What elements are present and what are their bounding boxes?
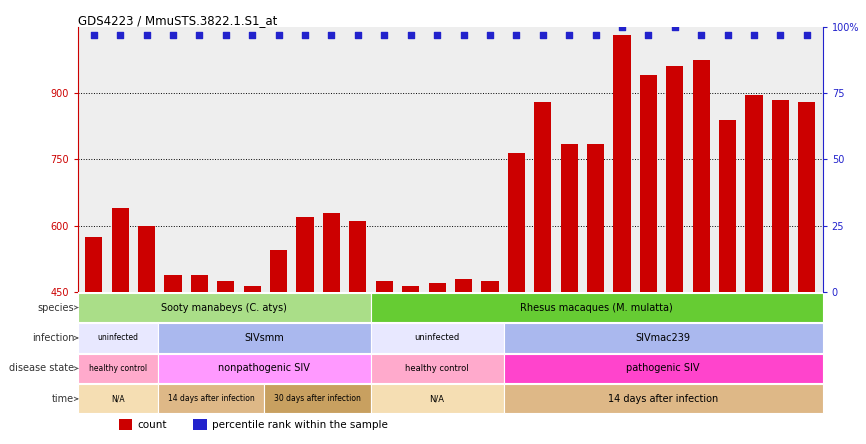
- Text: 14 days after infection: 14 days after infection: [608, 394, 718, 404]
- Point: [509, 31, 523, 38]
- Bar: [78, 323, 158, 353]
- Bar: [560, 144, 578, 292]
- Bar: [798, 102, 816, 292]
- Point: [589, 31, 603, 38]
- Text: N/A: N/A: [430, 394, 444, 403]
- Point: [668, 23, 682, 30]
- Bar: [296, 217, 313, 292]
- Bar: [666, 67, 683, 292]
- Text: healthy control: healthy control: [89, 364, 147, 373]
- Point: [113, 31, 127, 38]
- Point: [747, 31, 761, 38]
- Text: SIVmac239: SIVmac239: [636, 333, 690, 343]
- Bar: [429, 283, 446, 292]
- Point: [192, 31, 206, 38]
- Bar: [165, 274, 182, 292]
- Bar: [503, 323, 823, 353]
- Bar: [138, 226, 155, 292]
- Bar: [503, 384, 823, 413]
- Bar: [243, 285, 261, 292]
- Point: [721, 31, 734, 38]
- Point: [325, 31, 339, 38]
- Bar: [371, 323, 503, 353]
- Bar: [158, 384, 264, 413]
- Bar: [349, 222, 366, 292]
- Text: GDS4223 / MmuSTS.3822.1.S1_at: GDS4223 / MmuSTS.3822.1.S1_at: [78, 14, 277, 27]
- Text: N/A: N/A: [111, 394, 125, 403]
- Bar: [78, 293, 371, 322]
- Text: SIVsmm: SIVsmm: [244, 333, 284, 343]
- Point: [483, 31, 497, 38]
- Bar: [772, 100, 789, 292]
- Text: pathogenic SIV: pathogenic SIV: [626, 364, 700, 373]
- Bar: [746, 95, 763, 292]
- Point: [695, 31, 708, 38]
- Bar: [158, 354, 371, 383]
- Point: [219, 31, 233, 38]
- Text: Rhesus macaques (M. mulatta): Rhesus macaques (M. mulatta): [520, 302, 673, 313]
- Bar: [78, 384, 158, 413]
- Text: 14 days after infection: 14 days after infection: [167, 394, 255, 403]
- Text: percentile rank within the sample: percentile rank within the sample: [212, 420, 388, 430]
- Bar: [371, 354, 503, 383]
- Point: [430, 31, 444, 38]
- Bar: [507, 153, 525, 292]
- Text: 30 days after infection: 30 days after infection: [274, 394, 361, 403]
- Bar: [613, 36, 630, 292]
- Point: [245, 31, 259, 38]
- Point: [378, 31, 391, 38]
- Point: [404, 31, 417, 38]
- Point: [536, 31, 550, 38]
- Bar: [376, 281, 393, 292]
- Text: time: time: [52, 394, 74, 404]
- Bar: [371, 384, 503, 413]
- Text: uninfected: uninfected: [415, 333, 460, 342]
- Bar: [693, 60, 710, 292]
- Bar: [402, 285, 419, 292]
- Text: species: species: [37, 302, 74, 313]
- Point: [272, 31, 286, 38]
- Bar: [270, 250, 288, 292]
- Bar: [587, 144, 604, 292]
- Point: [562, 31, 576, 38]
- Point: [87, 31, 100, 38]
- Point: [642, 31, 656, 38]
- Bar: [455, 279, 472, 292]
- Bar: [85, 237, 102, 292]
- Bar: [193, 419, 207, 430]
- Bar: [534, 102, 552, 292]
- Point: [615, 23, 629, 30]
- Bar: [264, 384, 371, 413]
- Text: Sooty manabeys (C. atys): Sooty manabeys (C. atys): [161, 302, 288, 313]
- Text: healthy control: healthy control: [405, 364, 469, 373]
- Bar: [217, 281, 235, 292]
- Bar: [119, 419, 132, 430]
- Point: [298, 31, 312, 38]
- Bar: [481, 281, 499, 292]
- Point: [800, 31, 814, 38]
- Bar: [112, 208, 129, 292]
- Point: [773, 31, 787, 38]
- Bar: [503, 354, 823, 383]
- Bar: [78, 354, 158, 383]
- Point: [456, 31, 470, 38]
- Text: uninfected: uninfected: [97, 333, 139, 342]
- Bar: [158, 323, 371, 353]
- Bar: [323, 213, 340, 292]
- Bar: [640, 75, 657, 292]
- Point: [166, 31, 180, 38]
- Text: nonpathogenic SIV: nonpathogenic SIV: [218, 364, 310, 373]
- Text: infection: infection: [32, 333, 74, 343]
- Text: count: count: [138, 420, 167, 430]
- Text: disease state: disease state: [9, 364, 74, 373]
- Bar: [191, 274, 208, 292]
- Bar: [719, 119, 736, 292]
- Point: [351, 31, 365, 38]
- Point: [139, 31, 153, 38]
- Bar: [371, 293, 823, 322]
